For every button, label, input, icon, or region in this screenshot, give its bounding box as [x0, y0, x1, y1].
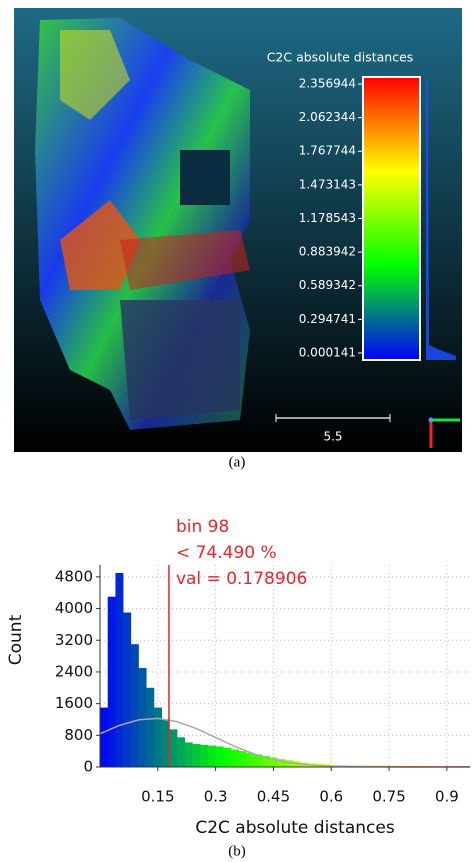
colorbar-tick-label: 1.473143: [299, 177, 356, 191]
annotation: bin 98: [176, 517, 229, 537]
bar: [208, 746, 216, 767]
bar: [108, 597, 116, 767]
legend-title: C2C absolute distances: [267, 50, 414, 65]
colorbar-tick-label: 0.000141: [299, 346, 356, 360]
x-tick-label: 0.75: [372, 788, 405, 806]
colorbar-tick-label: 2.356944: [299, 77, 356, 91]
caption: (a): [229, 454, 246, 470]
colorbar-fill: [363, 77, 420, 360]
y-tick-label: 3200: [55, 631, 93, 649]
annotation: < 74.490 %: [176, 543, 277, 563]
y-tick-label: 1600: [55, 694, 93, 712]
bar: [139, 668, 147, 767]
bar: [146, 688, 154, 767]
bar: [216, 746, 224, 767]
bar: [100, 708, 108, 767]
colorbar-tick-label: 0.883942: [299, 245, 356, 259]
scale-bar-label: 5.5: [323, 430, 342, 444]
bar: [200, 745, 208, 767]
colorbar-tick-label: 1.178543: [299, 211, 356, 225]
y-tick-label: 4000: [55, 599, 93, 617]
y-tick-label: 800: [64, 726, 93, 744]
bar: [115, 573, 123, 767]
x-tick-label: 0.45: [257, 788, 290, 806]
colorbar-tick-label: 0.294741: [299, 312, 356, 326]
y-tick-label: 2400: [55, 662, 93, 680]
bar: [246, 753, 254, 767]
x-axis-label: C2C absolute distances: [195, 818, 394, 838]
bar: [193, 744, 201, 767]
colorbar-tick-label: 0.589342: [299, 278, 356, 292]
bar: [223, 748, 231, 767]
caption: (b): [228, 843, 246, 859]
histogram: 0 800 1600 2400 3200 4000 4800 0.15 0.3 0.45 0.6 0.…: [6, 517, 470, 838]
bar: [185, 742, 193, 767]
bar: [154, 708, 162, 767]
annotation: val = 0.178906: [176, 569, 307, 589]
y-axis-label: Count: [6, 614, 26, 665]
figure: C2C absolute distances 0.000141 0.294741 0…: [0, 0, 473, 862]
y-tick-label: 0: [83, 758, 93, 776]
bar: [131, 644, 139, 767]
bar: [177, 737, 185, 767]
bar: [123, 613, 131, 767]
colorbar-tick-label: 1.767744: [299, 144, 356, 158]
bar: [239, 751, 247, 767]
bar: [231, 750, 239, 767]
bar: [169, 729, 177, 767]
x-tick-label: 0.15: [141, 788, 174, 806]
colorbar-tick-label: 2.062344: [299, 110, 356, 124]
x-tick-label: 0.6: [319, 788, 343, 806]
y-tick-label: 4800: [55, 567, 93, 585]
x-tick-label: 0.3: [204, 788, 228, 806]
x-tick-label: 0.9: [435, 788, 459, 806]
